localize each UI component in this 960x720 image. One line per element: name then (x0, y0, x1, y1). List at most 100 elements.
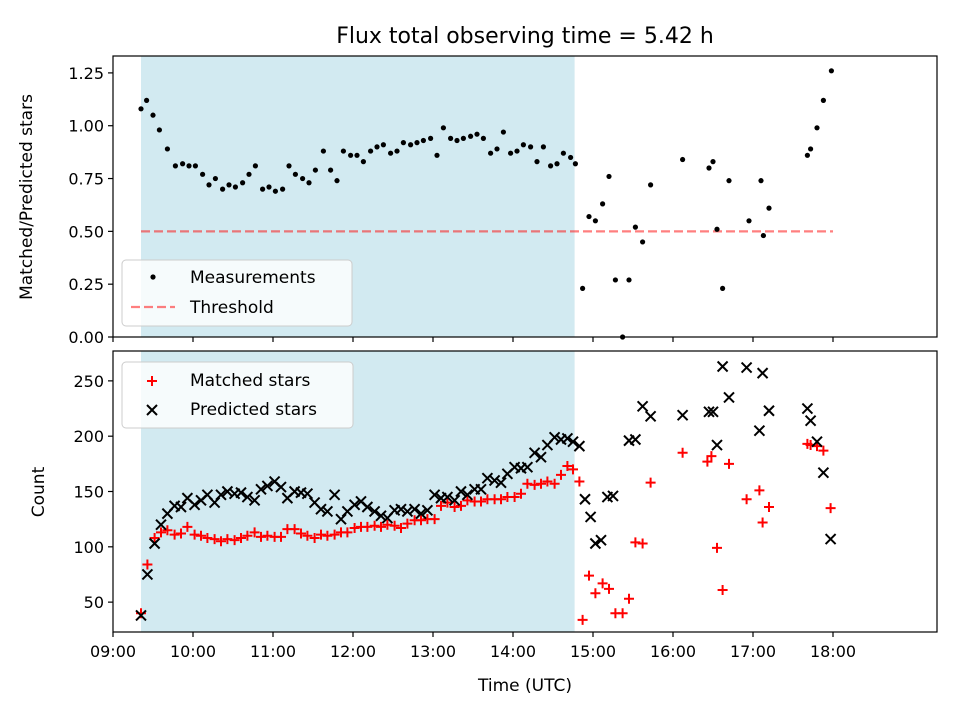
measurement-point (354, 152, 360, 158)
measurement-point (808, 146, 814, 152)
matched-star-point (556, 469, 566, 480)
predicted-star-point (567, 436, 579, 448)
ratio-ytick-label: 1.25 (68, 64, 104, 83)
matched-star-point (309, 532, 320, 543)
counts-xtick-label: 13:00 (410, 642, 456, 661)
measurement-point (226, 182, 232, 188)
predicted-star-point (495, 476, 507, 489)
predicted-star-point (301, 488, 314, 500)
measurement-point (468, 133, 474, 139)
predicted-star-point (716, 360, 729, 373)
predicted-star-point (804, 414, 817, 427)
matched-star-point (209, 534, 220, 545)
measurement-point (474, 131, 480, 137)
predicted-star-point (753, 424, 766, 437)
matched-star-point (522, 478, 533, 489)
measurement-point (428, 135, 434, 141)
counts-ylabel: Count (29, 466, 49, 517)
matched-star-point (645, 477, 656, 488)
predicted-star-point (188, 499, 201, 511)
counts-series-predicted-stars (135, 360, 837, 622)
ratio-series-measurements (138, 68, 835, 340)
measurement-point (626, 277, 632, 283)
measurement-point (306, 180, 312, 186)
matched-star-point (712, 542, 722, 553)
predicted-star-point (676, 409, 689, 421)
matched-star-point (369, 520, 380, 531)
measurement-point (240, 180, 246, 186)
measurement-point (260, 186, 266, 192)
predicted-star-point (401, 505, 414, 518)
predicted-star-point (584, 511, 597, 523)
measurement-point (500, 129, 506, 135)
ratio-ytick-label: 0.75 (68, 170, 104, 189)
predicted-star-point (235, 486, 247, 499)
predicted-star-point (629, 433, 642, 446)
matched-star-point (322, 530, 333, 541)
counts-ytick-label: 150 (73, 483, 104, 502)
matched-star-point (162, 525, 173, 536)
predicted-star-point (817, 466, 830, 479)
predicted-star-point (155, 518, 167, 531)
counts-xtick-label: 10:00 (170, 642, 216, 661)
matched-star-point (757, 517, 768, 528)
matched-star-point (169, 529, 180, 540)
predicted-star-point (561, 432, 574, 445)
measurement-point (580, 285, 586, 292)
predicted-star-point (255, 483, 267, 495)
measurement-point (440, 125, 446, 131)
predicted-star-point (740, 361, 753, 374)
predicted-star-point (548, 431, 561, 443)
measurement-point (292, 171, 298, 177)
counts-xtick-label: 14:00 (490, 642, 536, 661)
legend-predicted-marker (146, 404, 158, 416)
measurement-point (710, 159, 716, 165)
predicted-star-point (811, 436, 823, 448)
predicted-star-point (428, 489, 441, 501)
matched-star-point (529, 479, 540, 490)
matched-star-point (590, 588, 601, 599)
matched-star-point (536, 478, 546, 489)
matched-star-point (562, 461, 573, 472)
predicted-star-point (275, 481, 287, 493)
counts-xtick-label: 18:00 (810, 642, 856, 661)
matched-star-point (216, 536, 226, 547)
matched-star-point (302, 530, 313, 541)
measurement-point (488, 150, 494, 156)
predicted-star-point (375, 510, 387, 522)
matched-star-point (242, 530, 253, 541)
matched-star-point (825, 503, 836, 514)
legend-matched-marker (147, 376, 157, 386)
measurement-point (720, 285, 726, 292)
measurement-point (680, 156, 686, 163)
chart-title: Flux total observing time = 5.42 h (336, 24, 714, 49)
measurement-point (312, 167, 318, 173)
matched-star-point (637, 538, 648, 549)
matched-star-point (462, 495, 473, 506)
matched-star-point (549, 478, 560, 489)
predicted-star-point (261, 480, 274, 492)
measurement-point (548, 163, 554, 169)
predicted-star-point (475, 483, 487, 495)
matched-star-point (382, 519, 393, 530)
matched-star-point (342, 527, 353, 538)
measurement-point (706, 165, 712, 171)
legend-matched-label: Matched stars (190, 371, 310, 391)
predicted-star-point (221, 485, 234, 498)
measurement-point (246, 171, 252, 177)
matched-star-point (724, 458, 734, 469)
matched-star-point (289, 524, 300, 535)
measurement-point (528, 144, 534, 150)
measurement-point (726, 178, 732, 184)
measurement-point (266, 184, 272, 190)
matched-star-point (362, 521, 373, 532)
matched-star-point (764, 501, 774, 512)
predicted-star-point (321, 505, 334, 518)
measurement-point (138, 106, 144, 112)
ratio-ytick-label: 0.00 (68, 328, 104, 347)
measurement-point (460, 135, 466, 141)
measurement-point (420, 137, 426, 144)
measurement-point (592, 218, 599, 224)
matched-star-point (741, 494, 752, 505)
